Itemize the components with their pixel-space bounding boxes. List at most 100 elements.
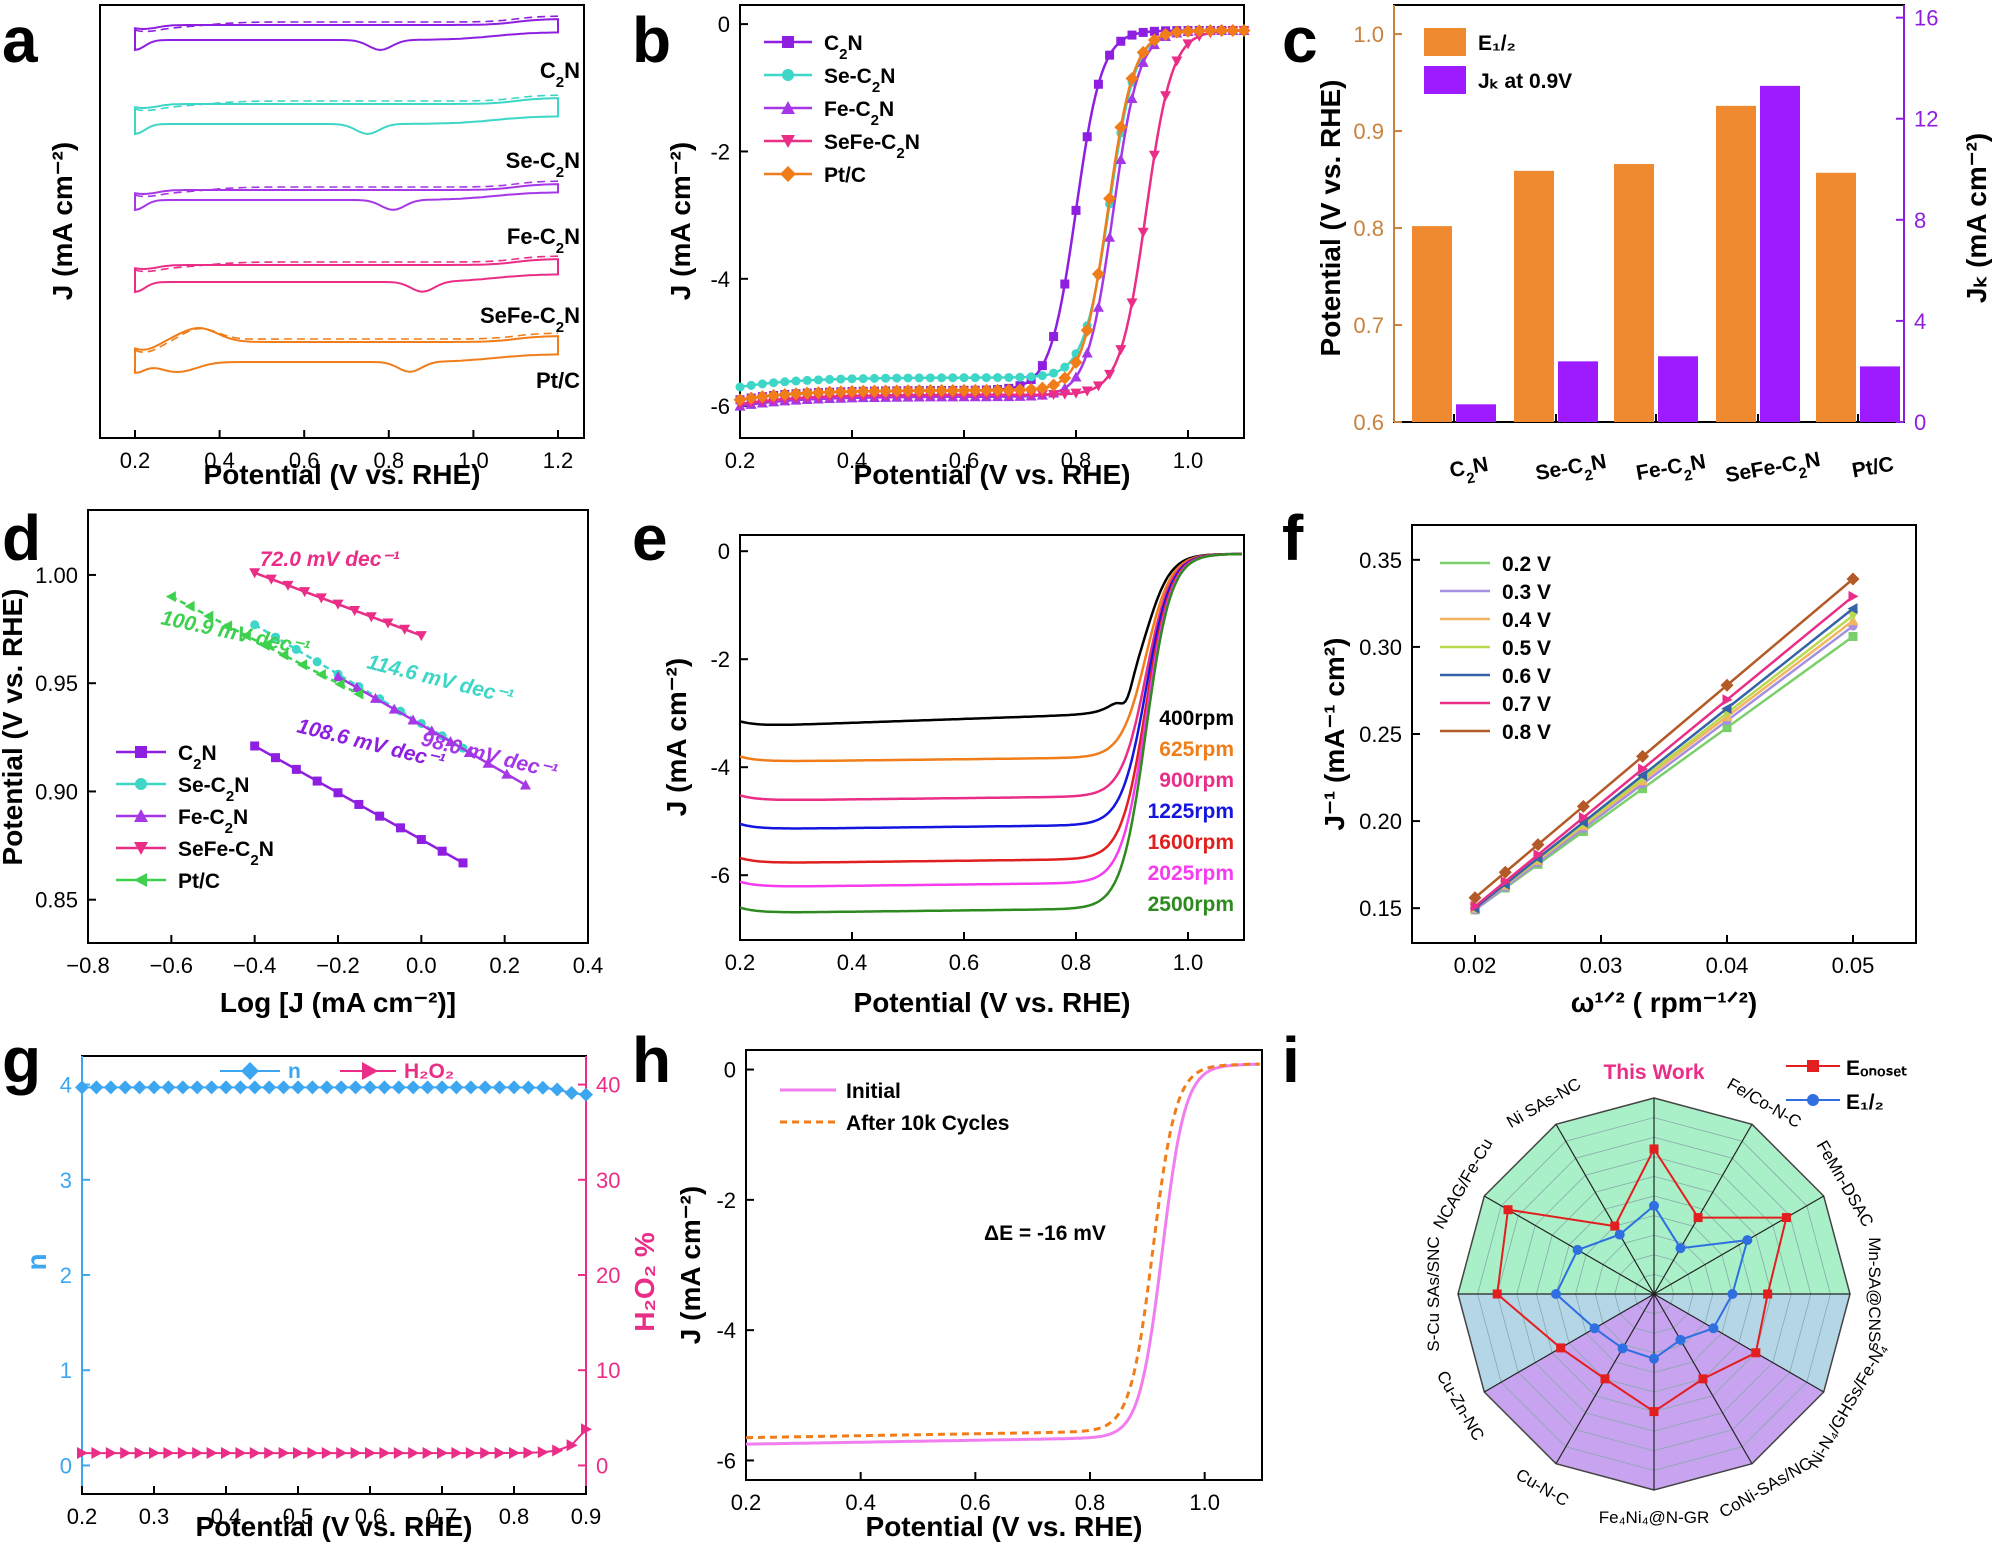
panel-g-right-ytick-label: 40	[596, 1073, 620, 1098]
panel-h-xtick-label: 1.0	[1189, 1490, 1220, 1515]
panel-i-point-E1/2	[1675, 1334, 1686, 1345]
panel-f-point-0.7 V	[1578, 812, 1589, 824]
panel-b-line-SeFe-C2N	[739, 29, 1244, 406]
panel-f-point-0.6 V	[1721, 702, 1732, 714]
panel-b-point-Pt/C	[991, 383, 1005, 397]
panel-label-g: g	[2, 1024, 41, 1096]
subscript: 2	[250, 852, 258, 869]
panel-g-point-h2o2	[465, 1447, 477, 1460]
panel-b-point-Pt/C	[1069, 355, 1083, 369]
panel-e-legend-2025rpm: 2025rpm	[1148, 862, 1234, 885]
panel-b-point-Se-C2N	[802, 375, 812, 385]
panel-g-legend-h2o2-marker	[362, 1062, 378, 1080]
panel-d-point-SeFe-C2N	[315, 593, 327, 604]
panel-c-bar-jk-SeFe-C2N	[1760, 85, 1800, 422]
panel-b-point-Pt/C	[935, 384, 949, 398]
panel-e-line-900rpm	[739, 552, 1242, 802]
panel-h-xtick-label: 0.2	[731, 1490, 762, 1515]
panel-g-point-h2o2	[552, 1444, 564, 1457]
subscript: 2	[225, 820, 233, 837]
panel-b-point-C2N	[1093, 79, 1103, 89]
panel-i-point-Eonset	[1600, 1374, 1610, 1384]
panel-b-point-Se-C2N	[948, 373, 958, 383]
panel-g-left-ytick-label: 0	[60, 1453, 72, 1478]
panel-f-legend-0.4 V: 0.4 V	[1502, 609, 1551, 632]
panel-g-point-h2o2	[192, 1447, 204, 1460]
panel-b-legend-marker	[780, 166, 796, 182]
panel-b-point-Pt/C	[1226, 23, 1240, 37]
panel-d-legend-SeFe-C2N: SeFe-C2N	[178, 838, 274, 869]
panel-i-spoke-label-6: Fe₄Ni₄@N-GR	[1599, 1508, 1709, 1527]
panel-label-f: f	[1282, 502, 1304, 574]
panel-d-annotations: 72.0 mV dec⁻¹ 100.9 mV dec⁻¹ 114.6 mV de…	[159, 548, 560, 784]
panel-i-legend: Eₒₙₒₛₑₜ E₁/₂	[1786, 1057, 1908, 1114]
panel-b-point-Se-C2N	[735, 382, 745, 392]
panel-d-point-Fe-C2N	[332, 671, 344, 682]
panel-a-xlabel: Potential (V vs. RHE)	[204, 459, 481, 490]
panel-h-curves	[745, 1062, 1260, 1446]
panel-b-legend-Fe-C2N: Fe-C2N	[824, 98, 894, 129]
panel-g-point-h2o2	[393, 1447, 405, 1460]
panel-e-ytick-label: -2	[710, 647, 730, 672]
panel-i-point-E1/2	[1727, 1289, 1738, 1299]
panel-a-cv-Fe-C2N	[134, 183, 559, 212]
panel-g-point-n	[319, 1080, 334, 1095]
panel-c-legend-e12: E₁/₂	[1478, 32, 1516, 55]
panel-g-point-h2o2	[321, 1447, 333, 1460]
panel-b-point-C2N	[1149, 26, 1159, 36]
panel-g-point-h2o2	[480, 1447, 492, 1460]
panel-b-xtick-label: 1.0	[1173, 448, 1204, 473]
panel-b-point-C2N	[1037, 361, 1047, 371]
panel-c-bar-jk-C2N	[1456, 404, 1496, 422]
panel-c-legend-jk: Jₖ at 0.9V	[1478, 70, 1572, 93]
panel-g-point-h2o2	[307, 1447, 319, 1460]
panel-f-ytick-label: 0.30	[1359, 635, 1402, 660]
panel-f-point-0.7 V	[1722, 694, 1733, 706]
panel-i-point-Eonset	[1698, 1374, 1708, 1384]
panel-h-annotation: ΔE = -16 mV	[984, 1222, 1106, 1245]
panel-b-point-Se-C2N	[791, 376, 801, 386]
panel-i-spoke	[1483, 1195, 1655, 1295]
panel-b-point-C2N	[1049, 332, 1059, 342]
panel-e-xtick-label: 0.4	[837, 950, 868, 975]
panel-i-point-Eonset	[1781, 1213, 1791, 1223]
panel-b-point-Pt/C	[1237, 23, 1251, 37]
panel-b-point-Pt/C	[890, 384, 904, 398]
panel-f-point-0.7 V	[1533, 849, 1544, 861]
panel-g-point-h2o2	[105, 1447, 117, 1460]
panel-a-cv-Se-C2N	[134, 97, 559, 136]
panel-a-label-pt: Pt/C	[536, 368, 580, 393]
panel-g-right-ytick-label: 10	[596, 1358, 620, 1383]
panel-g-point-h2o2	[264, 1447, 276, 1460]
panel-e-frame	[739, 534, 1245, 941]
panel-i-point-E1/2	[1617, 1343, 1628, 1354]
panel-i-spoke	[1555, 1123, 1655, 1295]
panel-b-frame	[739, 4, 1245, 439]
panel-d-point-Pt/C	[184, 600, 195, 612]
panel-e-xtick-label: 0.6	[949, 950, 980, 975]
panel-b-point-Pt/C	[1002, 383, 1016, 397]
panel-b-point-Pt/C	[1203, 24, 1217, 38]
panel-b-point-Se-C2N	[757, 379, 767, 389]
panel-e-line-625rpm	[739, 552, 1242, 763]
panel-b-point-Se-C2N	[746, 380, 756, 390]
panel-g-point-n	[132, 1080, 147, 1095]
panel-b-point-C2N	[1082, 132, 1092, 142]
panel-b-point-Se-C2N	[993, 373, 1003, 383]
panel-a-xtick-label: 1.0	[458, 448, 489, 473]
panel-b-point-Pt/C	[1013, 383, 1027, 397]
panel-d-point-Pt/C	[222, 620, 233, 632]
panel-g-point-n	[521, 1080, 536, 1095]
panel-g-point-n	[334, 1080, 349, 1095]
panel-b-point-Fe-C2N	[1126, 92, 1138, 103]
panel-g-point-n	[262, 1080, 277, 1095]
panel-g-legend-n: n	[288, 1060, 301, 1083]
panel-g-point-h2o2	[437, 1447, 448, 1460]
panel-b-point-Pt/C	[901, 384, 915, 398]
panel-f-point-0.6 V	[1577, 816, 1588, 828]
panel-label-h: h	[632, 1024, 671, 1096]
panel-g-point-h2o2	[221, 1447, 232, 1460]
panel-a-xtick-label: 1.2	[543, 448, 574, 473]
panel-d-point-SeFe-C2N	[415, 631, 427, 642]
panel-b-legend-marker	[782, 36, 794, 48]
